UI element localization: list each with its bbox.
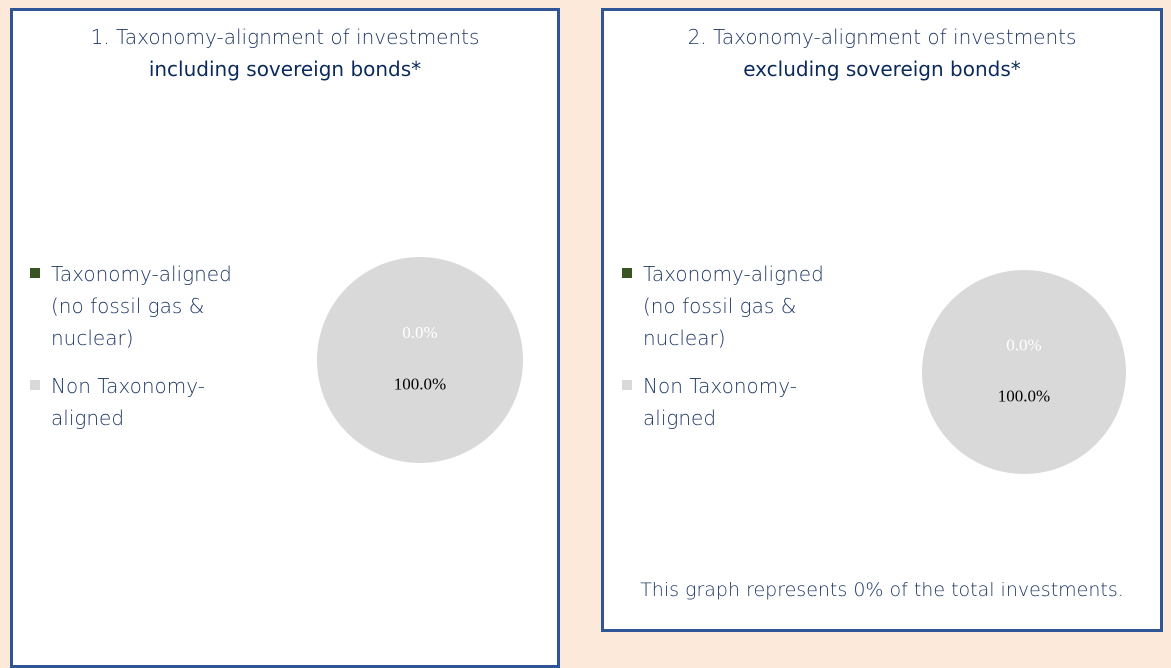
chart-title: 2. Taxonomy-alignment of investments [687, 25, 1077, 49]
legend-label: Non Taxonomy-aligned [51, 374, 205, 430]
pie-chart: 0.0% 100.0% [317, 257, 523, 463]
pie-slice [922, 270, 1126, 474]
chart-panel: 2. Taxonomy-alignment of investments excl… [601, 8, 1163, 632]
legend-label: Taxonomy-aligned (no fossil gas & nuclea… [51, 262, 232, 350]
chart-subtitle: excluding sovereign bonds* [743, 57, 1021, 81]
legend-swatch [622, 268, 632, 278]
legend-item: Taxonomy-aligned (no fossil gas & nuclea… [30, 262, 251, 354]
data-label: 100.0% [998, 386, 1050, 405]
legend-label: Non Taxonomy-aligned [643, 374, 797, 430]
legend-item: Non Taxonomy-aligned [622, 374, 843, 434]
legend-item: Taxonomy-aligned (no fossil gas & nuclea… [622, 262, 843, 354]
data-label: 100.0% [394, 375, 446, 394]
legend-swatch [622, 380, 632, 390]
legend-swatch [30, 268, 40, 278]
chart-title: 1. Taxonomy-alignment of investments [90, 25, 480, 49]
data-label: 0.0% [1006, 335, 1041, 354]
page: 1. Taxonomy-alignment of investments incl… [10, 8, 1163, 668]
legend-label: Taxonomy-aligned (no fossil gas & nuclea… [643, 262, 824, 350]
annotation: This graph represents 0% of the total in… [640, 579, 1124, 601]
pie-slice [317, 257, 523, 463]
chart-panel: 1. Taxonomy-alignment of investments incl… [10, 8, 560, 668]
data-label: 0.0% [402, 323, 437, 342]
pie-chart: 0.0% 100.0% [922, 270, 1126, 474]
chart-subtitle: including sovereign bonds* [148, 57, 422, 81]
legend-swatch [30, 380, 40, 390]
legend-item: Non Taxonomy-aligned [30, 374, 251, 434]
